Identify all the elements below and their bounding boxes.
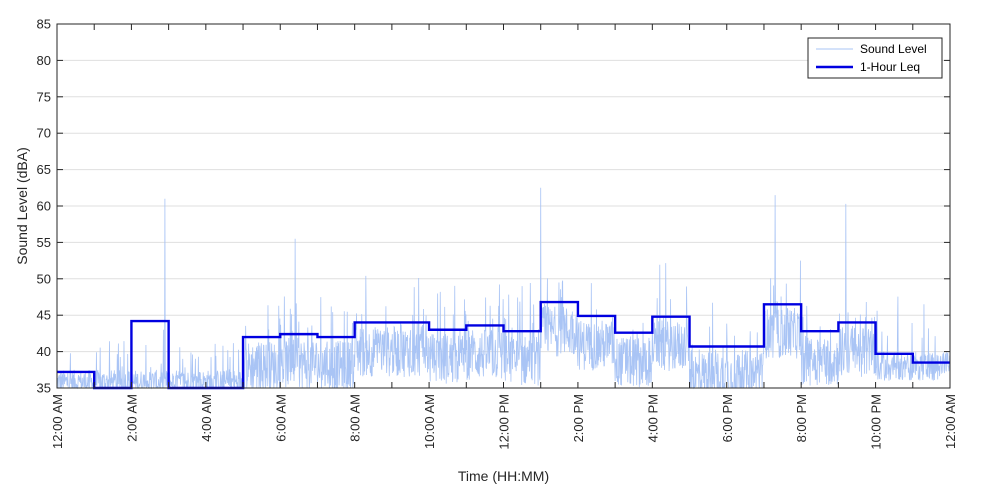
y-tick-label: 35 — [37, 381, 51, 396]
x-tick-label: 8:00 AM — [348, 394, 363, 442]
x-tick-label: 6:00 PM — [720, 394, 735, 442]
legend-label-sound-level: Sound Level — [860, 42, 927, 56]
y-tick-label: 70 — [37, 126, 51, 141]
tick-labels: 35 40 45 50 55 60 65 70 75 80 85 12:00 AM 2:00 AM 4:0… — [37, 17, 958, 450]
x-tick-label: 12:00 AM — [50, 394, 65, 449]
y-tick-label: 60 — [37, 199, 51, 214]
x-axis-title: Time (HH:MM) — [458, 468, 549, 484]
legend-label-leq: 1-Hour Leq — [860, 60, 920, 74]
x-tick-label: 8:00 PM — [794, 394, 809, 442]
legend-box — [807, 37, 943, 79]
y-tick-label: 50 — [37, 271, 51, 286]
x-tick-label: 10:00 PM — [869, 394, 884, 450]
x-tick-label: 4:00 PM — [645, 394, 660, 442]
y-tick-label: 40 — [37, 344, 51, 359]
y-tick-label: 80 — [37, 53, 51, 68]
x-tick-label: 4:00 AM — [199, 394, 214, 442]
x-tick-label: 12:00 PM — [497, 394, 512, 450]
x-tick-label: 6:00 AM — [273, 394, 288, 442]
x-tick-label: 10:00 AM — [422, 394, 437, 449]
legend: Sound Level 1-Hour Leq — [807, 37, 943, 79]
y-tick-label: 85 — [37, 17, 51, 32]
y-tick-label: 65 — [37, 162, 51, 177]
y-tick-label: 45 — [37, 308, 51, 323]
y-tick-label: 55 — [37, 235, 51, 250]
x-tick-label: 2:00 PM — [571, 394, 586, 442]
grid-lines — [57, 59, 950, 353]
y-axis-title: Sound Level (dBA) — [14, 147, 30, 265]
x-tick-label: 12:00 AM — [943, 394, 958, 449]
axes — [56, 23, 951, 389]
y-tick-label: 75 — [37, 89, 51, 104]
x-tick-label: 2:00 AM — [124, 394, 139, 442]
